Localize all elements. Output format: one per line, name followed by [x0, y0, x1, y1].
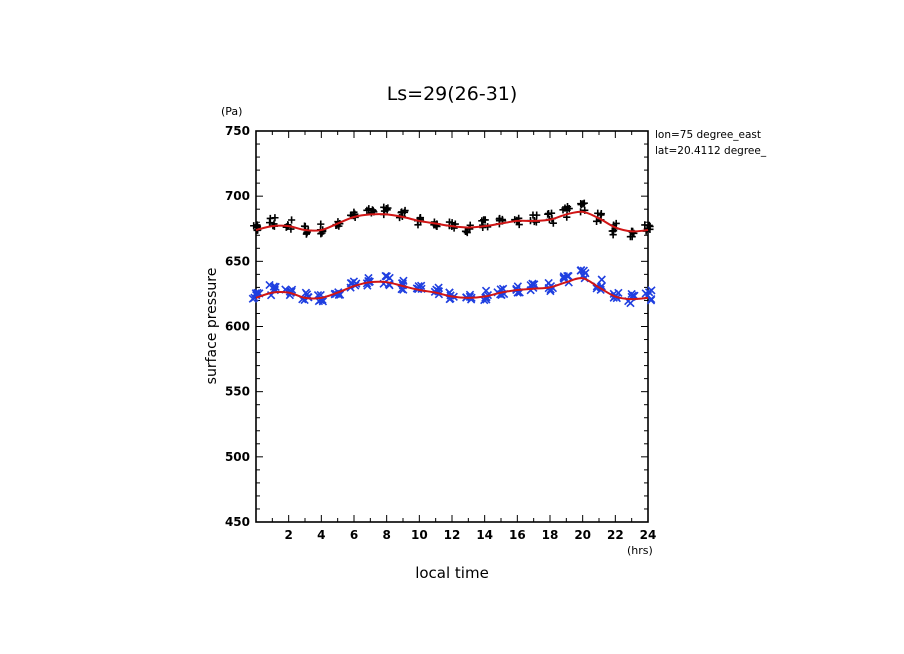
y-minor-ticks: [256, 130, 648, 523]
y-tick-labels: 450 500 550 600 650 700 750: [225, 124, 250, 529]
plus-marker: [529, 211, 537, 219]
x-tick-label: 22: [607, 528, 624, 542]
cross-marker: [269, 282, 279, 291]
x-tick-label: 10: [411, 528, 428, 542]
plus-marker: [382, 205, 390, 213]
x-tick-label: 12: [444, 528, 461, 542]
x-tick-label: 18: [542, 528, 559, 542]
x-unit-label: (hrs): [627, 544, 653, 557]
y-tick-label: 700: [225, 189, 250, 203]
x-tick-label: 24: [640, 528, 657, 542]
cross-marker: [597, 275, 606, 284]
y-tick-label: 600: [225, 320, 250, 334]
plus-marker: [401, 206, 409, 215]
plus-marker: [317, 230, 325, 238]
plus-marker: [609, 231, 617, 239]
x-tick-label: 8: [382, 528, 390, 542]
cross-marker: [465, 292, 475, 301]
cross-marker: [253, 288, 262, 298]
cross-marker: [559, 273, 568, 283]
chart-title: Ls=29(26-31): [387, 83, 518, 105]
cross-marker: [644, 288, 654, 297]
plus-marker: [608, 227, 616, 235]
series-cross-markers: [248, 266, 656, 308]
fit-line-upper: [255, 210, 649, 233]
plus-marker: [302, 230, 311, 238]
plus-marker: [549, 219, 557, 227]
cross-marker: [271, 282, 280, 292]
plus-marker: [365, 205, 373, 213]
plus-marker: [462, 227, 470, 235]
y-tick-label: 450: [225, 515, 250, 529]
fit-line-lower: [255, 277, 649, 301]
x-tick-label: 2: [284, 528, 292, 542]
x-tick-labels: 2 4 6 8 10 12 14 16 18 20 22 24: [284, 528, 656, 542]
fit-layer: [255, 210, 649, 301]
cross-marker: [399, 276, 408, 286]
plus-marker: [597, 210, 605, 218]
x-axis-label: local time: [415, 564, 489, 582]
plus-marker: [592, 217, 601, 225]
annotation-lon: lon=75 degree_east: [655, 129, 761, 141]
cross-marker: [579, 266, 588, 275]
plus-marker: [271, 214, 279, 222]
plus-marker: [301, 222, 309, 231]
plus-marker: [317, 220, 325, 228]
plus-marker: [481, 216, 489, 224]
plus-marker: [284, 221, 292, 229]
x-minor-ticks: [255, 131, 649, 522]
plus-marker: [266, 219, 274, 227]
y-tick-label: 750: [225, 124, 250, 138]
plus-marker: [532, 218, 540, 226]
plus-marker: [643, 225, 651, 233]
y-axis-label: surface pressure: [204, 268, 220, 385]
cross-marker: [381, 271, 390, 281]
x-tick-label: 4: [317, 528, 325, 542]
plus-marker: [559, 206, 567, 214]
cross-marker: [647, 294, 656, 304]
y-unit-label: (Pa): [221, 105, 242, 118]
y-tick-label: 500: [225, 450, 250, 464]
cross-marker: [248, 294, 258, 303]
x-tick-label: 6: [350, 528, 358, 542]
plus-marker: [626, 233, 635, 241]
series-plus-markers: [250, 199, 654, 241]
plot-frame: [255, 130, 649, 523]
plus-marker: [416, 214, 425, 222]
y-tick-label: 650: [225, 254, 250, 268]
plus-marker: [577, 200, 585, 208]
cross-marker: [576, 266, 586, 275]
plus-marker: [287, 216, 296, 224]
cross-marker: [528, 280, 538, 289]
x-tick-label: 14: [476, 528, 493, 542]
x-tick-label: 20: [574, 528, 591, 542]
cross-marker: [592, 284, 601, 293]
plus-marker: [565, 205, 573, 213]
annotation-lat: lat=20.4112 degree_: [655, 145, 767, 157]
cross-marker: [614, 288, 623, 298]
plus-marker: [498, 215, 506, 224]
y-tick-label: 550: [225, 385, 250, 399]
cross-marker: [559, 272, 569, 281]
plus-marker: [445, 218, 454, 226]
x-tick-label: 16: [509, 528, 526, 542]
